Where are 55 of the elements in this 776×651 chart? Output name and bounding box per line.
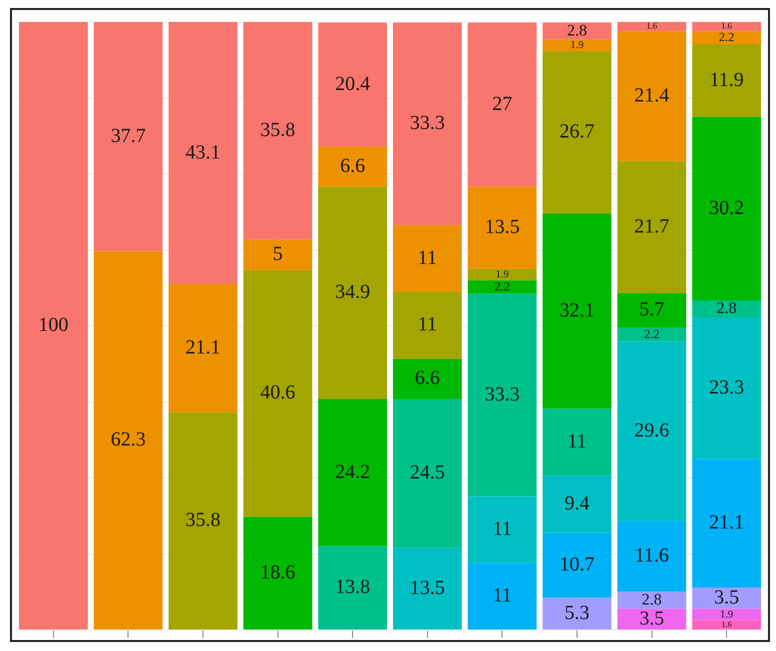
data-label: 5 xyxy=(272,243,283,266)
data-label: 11.6 xyxy=(634,544,669,567)
data-label: 13.8 xyxy=(335,576,370,598)
data-label: 1.9 xyxy=(570,40,584,52)
data-label: 1.6 xyxy=(721,20,733,31)
data-label: 2.2 xyxy=(494,279,510,294)
data-label: 10.7 xyxy=(560,554,594,576)
data-label: 23.3 xyxy=(709,376,744,399)
data-label: 2.8 xyxy=(642,591,662,608)
data-label: 6.6 xyxy=(414,367,440,390)
data-label: 29.6 xyxy=(634,419,670,442)
data-label: 13.5 xyxy=(410,576,445,599)
data-label: 11 xyxy=(418,314,438,336)
data-label: 62.3 xyxy=(110,428,146,451)
data-label: 2.8 xyxy=(716,300,737,318)
data-label: 21.4 xyxy=(634,84,670,106)
data-label: 13.5 xyxy=(484,216,520,238)
data-label: 1.6 xyxy=(721,620,732,630)
data-label: 18.6 xyxy=(260,561,296,584)
data-label: 5.7 xyxy=(639,298,664,321)
data-label: 20.4 xyxy=(335,72,370,95)
data-label: 11 xyxy=(567,430,587,452)
data-label: 11.9 xyxy=(709,68,744,91)
data-label: 33.3 xyxy=(410,112,445,134)
data-label: 27 xyxy=(492,92,512,115)
data-label: 11 xyxy=(418,246,438,269)
data-label: 21.1 xyxy=(186,336,220,358)
data-label: 24.5 xyxy=(410,462,445,484)
data-label: 30.2 xyxy=(709,196,744,219)
data-label: 26.7 xyxy=(560,120,594,143)
data-label: 5.3 xyxy=(564,602,590,624)
data-label: 3.5 xyxy=(714,586,740,608)
data-label: 34.9 xyxy=(335,281,370,304)
data-label: 1.9 xyxy=(496,269,509,280)
data-label: 2.8 xyxy=(566,22,588,40)
data-label: 3.5 xyxy=(639,607,664,630)
data-label: 24.2 xyxy=(335,460,370,483)
data-label: 2.2 xyxy=(718,30,734,44)
data-label: 40.6 xyxy=(260,382,296,404)
data-label: 11 xyxy=(492,518,512,540)
data-label: 1.9 xyxy=(720,609,734,620)
data-label: 37.7 xyxy=(110,124,146,147)
data-label: 35.8 xyxy=(186,509,220,532)
data-label: 2.2 xyxy=(644,326,660,341)
data-label: 21.1 xyxy=(709,512,744,534)
data-label: 100 xyxy=(38,314,68,336)
data-label: 6.6 xyxy=(340,154,366,177)
data-label: 35.8 xyxy=(260,119,296,142)
data-label: 11 xyxy=(492,584,512,607)
data-label: 21.7 xyxy=(634,215,670,238)
data-label: 33.3 xyxy=(484,383,520,406)
data-label: 43.1 xyxy=(186,141,220,164)
data-label: 32.1 xyxy=(560,299,594,322)
data-label: 1.6 xyxy=(646,20,658,31)
data-label: 9.4 xyxy=(564,492,590,514)
